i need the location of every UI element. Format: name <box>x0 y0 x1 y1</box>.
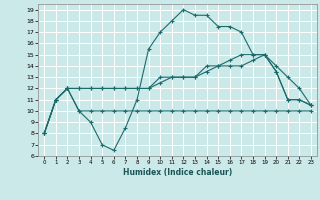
X-axis label: Humidex (Indice chaleur): Humidex (Indice chaleur) <box>123 168 232 177</box>
